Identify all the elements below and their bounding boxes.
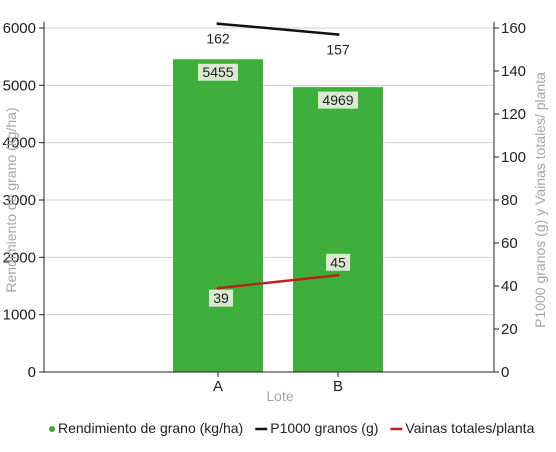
- y-tick-label: 3000: [3, 192, 36, 209]
- line-data-label: 162: [206, 31, 230, 47]
- bar: [293, 87, 383, 373]
- y-tick-label: 1000: [3, 307, 36, 324]
- line-point: [216, 286, 220, 290]
- y-axis-title: Rendimiento de grano (kg/ha): [3, 107, 19, 292]
- line-point: [336, 273, 340, 277]
- series-line: [217, 22, 339, 36]
- legend-label: Vainas totales/planta: [405, 420, 534, 436]
- data-labels: 5455 4969 162 157 39 45: [198, 31, 358, 307]
- axes: 0 1000 2000 3000 4000 5000 6000 0 20 40 60 80 100 120…: [3, 20, 526, 395]
- y-tick-label: 2000: [3, 249, 36, 266]
- line-data-label-bg: [326, 253, 350, 271]
- legend-label: P1000 granos (g): [270, 420, 378, 436]
- grid-lines: [44, 27, 494, 316]
- y2-tick-label: 120: [501, 106, 526, 123]
- line-data-label: 45: [330, 254, 346, 270]
- y2-tick-label: 100: [501, 149, 526, 166]
- line-point: [216, 22, 220, 26]
- x-axis-title: Lote: [266, 388, 293, 404]
- series-lines: [216, 22, 340, 290]
- x-tick-label: B: [333, 378, 343, 395]
- y-tick-label: 5000: [3, 77, 36, 94]
- bar-data-label-bg: [318, 91, 358, 109]
- legend-marker: [49, 426, 55, 432]
- bars: [173, 59, 383, 373]
- y-tick-label: 6000: [3, 20, 36, 37]
- y2-tick-label: 20: [501, 321, 518, 338]
- y2-tick-label: 40: [501, 278, 518, 295]
- x-tick-label: A: [213, 378, 223, 395]
- y2-tick-label: 0: [501, 364, 509, 381]
- bar: [173, 59, 263, 372]
- series-line: [217, 274, 339, 290]
- legend: Rendimiento de grano (kg/ha) P1000 granos…: [49, 420, 535, 436]
- y2-tick-label: 80: [501, 192, 518, 209]
- y2-tick-label: 60: [501, 235, 518, 252]
- y2-tick-label: 140: [501, 63, 526, 80]
- y-tick-label: 0: [28, 364, 36, 381]
- y2-tick-label: 160: [501, 20, 526, 37]
- y-tick-label: 4000: [3, 135, 36, 152]
- legend-label: Rendimiento de grano (kg/ha): [58, 420, 243, 436]
- bar-data-label: 4969: [322, 92, 353, 108]
- bar-data-label: 5455: [202, 64, 233, 80]
- y2-axis-title: P1000 granos (g) y Vainas totales/ plant…: [532, 72, 548, 328]
- line-data-label-bg: [209, 289, 233, 307]
- line-data-label: 39: [213, 290, 229, 306]
- line-point: [336, 32, 340, 36]
- bar-data-label-bg: [198, 63, 238, 81]
- line-data-label: 157: [326, 41, 350, 57]
